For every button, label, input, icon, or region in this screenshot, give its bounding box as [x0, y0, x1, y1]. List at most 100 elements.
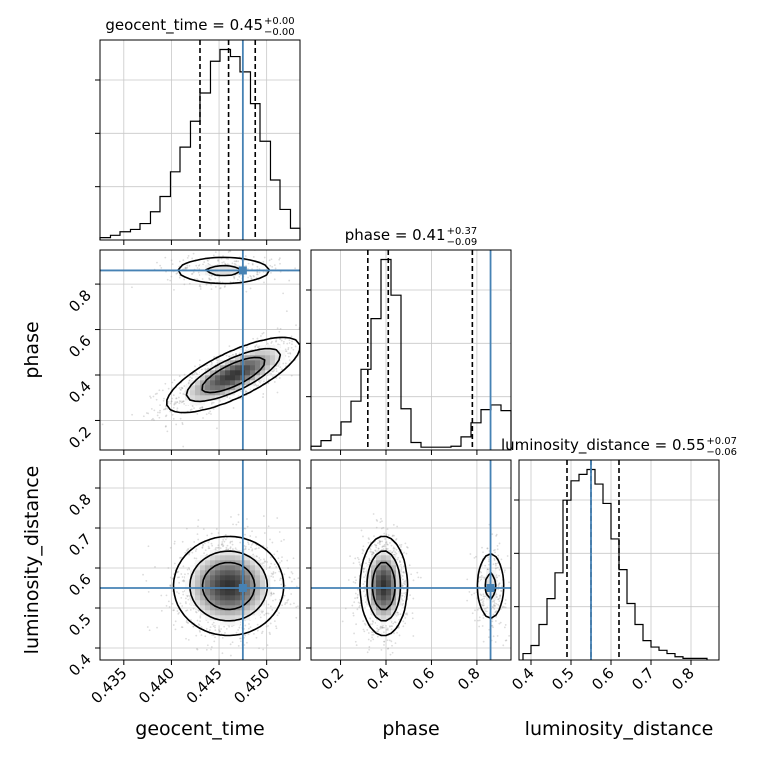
sample-point — [377, 547, 380, 550]
sample-point — [492, 549, 495, 552]
sample-point — [235, 260, 237, 263]
sample-point — [222, 544, 225, 547]
sample-point — [281, 556, 283, 559]
sample-point — [258, 380, 260, 383]
histogram-bar — [579, 474, 587, 660]
sample-point — [491, 624, 494, 627]
sample-point — [179, 388, 182, 391]
density-cell — [260, 570, 266, 576]
sample-point — [185, 597, 187, 600]
sample-point — [146, 626, 149, 628]
sample-point — [353, 601, 356, 604]
density-cell — [225, 605, 231, 611]
sample-point — [478, 619, 481, 622]
density-cell — [275, 345, 281, 351]
sample-point — [204, 368, 207, 370]
sample-point — [273, 563, 276, 566]
sample-point — [235, 523, 238, 526]
sample-point — [395, 548, 398, 551]
sample-point — [493, 604, 496, 607]
sample-point — [493, 605, 496, 608]
sample-point — [396, 631, 398, 634]
sample-point — [367, 541, 370, 544]
density-cell — [245, 555, 251, 561]
sample-point — [385, 667, 387, 669]
sample-point — [172, 609, 175, 612]
sample-point — [247, 267, 249, 270]
density-cell — [200, 575, 206, 581]
density-cell — [215, 600, 221, 606]
sample-point — [166, 430, 169, 433]
sample-point — [203, 542, 206, 545]
sample-point — [269, 633, 271, 636]
sample-point — [171, 413, 174, 416]
sample-point — [368, 557, 371, 560]
sample-point — [214, 251, 217, 254]
sample-point — [271, 265, 274, 268]
sample-point — [482, 593, 485, 596]
sample-point — [352, 562, 355, 565]
sample-point — [231, 540, 234, 543]
title-text: luminosity_distance = 0.55 — [501, 436, 705, 455]
sample-point — [200, 626, 203, 628]
sample-point — [482, 602, 485, 605]
density-cell — [210, 600, 216, 606]
density-cell — [205, 395, 211, 401]
sample-point — [223, 625, 226, 628]
sample-point — [497, 588, 500, 591]
sample-point — [278, 330, 281, 333]
sample-point — [178, 576, 181, 579]
sample-point — [291, 340, 293, 343]
histogram-bar — [130, 229, 140, 240]
density-cell — [190, 395, 196, 401]
sample-point — [284, 348, 287, 351]
panel-border — [99, 39, 301, 241]
density-cell — [260, 605, 266, 611]
sample-point — [274, 267, 277, 270]
sample-point — [371, 636, 373, 639]
sample-point — [386, 543, 389, 546]
sample-point — [182, 400, 185, 403]
density-cell — [200, 600, 206, 606]
sample-point — [368, 646, 371, 648]
sample-point — [169, 410, 172, 413]
density-cell — [230, 580, 236, 586]
sample-point — [492, 626, 494, 629]
density-cell — [235, 580, 241, 586]
histogram-panel-phase: phase = 0.41 +0.37−0.09 — [306, 226, 512, 455]
sample-point — [358, 606, 361, 609]
sample-point — [497, 584, 500, 587]
sample-point — [145, 412, 148, 414]
sample-point — [304, 344, 306, 346]
density-cell — [200, 590, 206, 596]
sample-point — [167, 600, 170, 603]
density-cell — [220, 370, 226, 376]
density-cell — [225, 365, 231, 371]
histogram-bar — [659, 650, 667, 660]
sample-point — [400, 545, 402, 548]
sample-point — [404, 593, 407, 596]
sample-point — [379, 626, 382, 629]
sample-point — [273, 553, 276, 556]
histogram-bar — [150, 212, 160, 240]
sample-point — [229, 547, 232, 550]
sample-point — [359, 602, 362, 605]
sample-point — [260, 379, 262, 382]
sample-point — [224, 538, 227, 541]
sample-point — [362, 535, 364, 538]
sample-point — [188, 282, 191, 285]
sample-point — [397, 611, 400, 614]
histogram-bar — [371, 319, 381, 450]
sample-point — [382, 548, 385, 551]
density-cell — [225, 390, 231, 396]
sample-point — [231, 543, 234, 546]
sample-point — [202, 263, 204, 266]
panel-title: geocent_time = 0.45 — [105, 16, 263, 35]
density-cell — [230, 590, 236, 596]
sample-point — [245, 290, 248, 293]
density-cell — [190, 400, 196, 406]
sample-point — [406, 546, 409, 549]
sample-point — [197, 538, 200, 541]
sample-point — [495, 615, 498, 618]
sample-point — [359, 604, 361, 607]
